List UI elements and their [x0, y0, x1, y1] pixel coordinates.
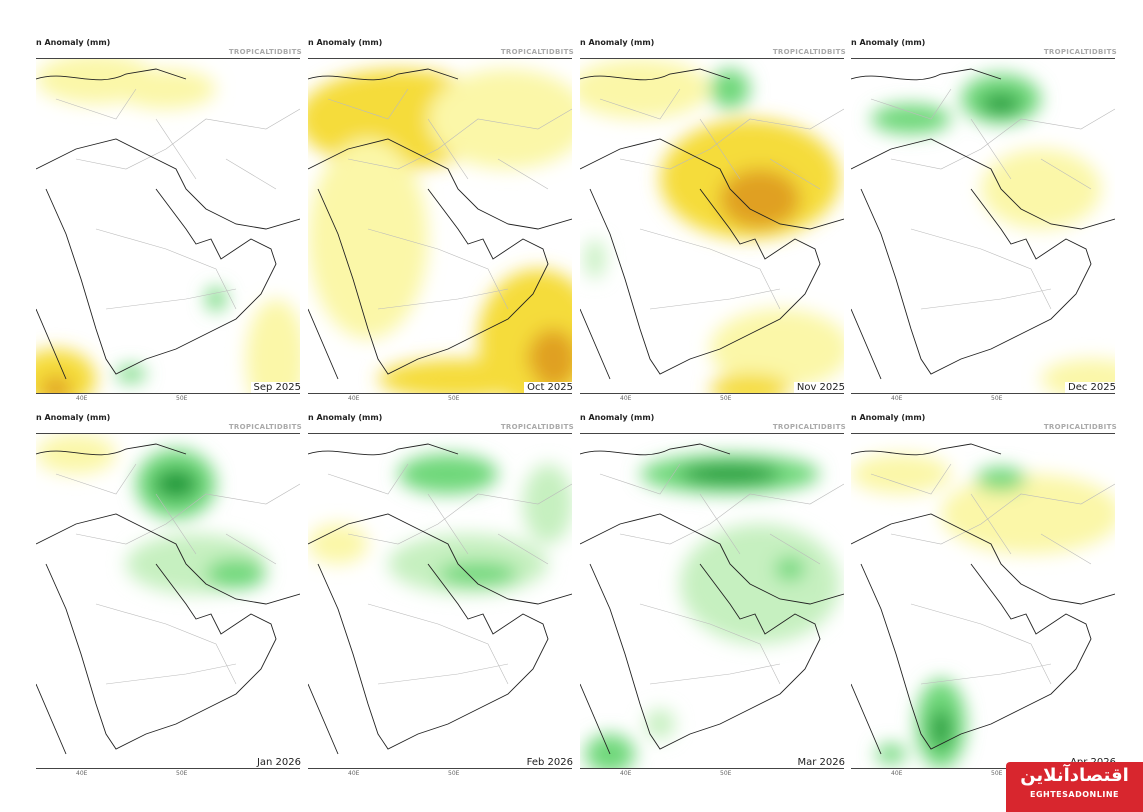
anomaly-area — [981, 94, 1021, 114]
anomaly-area — [876, 744, 906, 764]
logo-text-en: EGHTESADONLINE — [1030, 790, 1119, 799]
anomaly-area — [398, 454, 498, 494]
brand-watermark: TROPICALTIDBITS — [500, 48, 574, 56]
anomaly-area — [438, 562, 518, 586]
anomaly-area — [428, 69, 572, 169]
anomaly-area — [378, 359, 538, 393]
anomaly-area — [36, 434, 116, 474]
anomaly-map-panel: n Anomaly (mm) TROPICALTIDBITS Jan 2026 … — [36, 413, 306, 785]
anomaly-area — [528, 329, 572, 389]
brand-watermark: TROPICALTIDBITS — [772, 48, 846, 56]
precipitation-map — [580, 58, 844, 394]
panel-title: n Anomaly (mm) — [851, 413, 926, 422]
anomaly-area — [941, 474, 1115, 554]
anomaly-map-panel: n Anomaly (mm) TROPICALTIDBITS Mar 2026 … — [580, 413, 850, 785]
anomaly-map-panel: n Anomaly (mm) TROPICALTIDBITS Apr 2026 … — [851, 413, 1121, 785]
panel-title: n Anomaly (mm) — [308, 38, 383, 47]
anomaly-area — [585, 734, 635, 768]
month-label: Mar 2026 — [794, 757, 848, 768]
longitude-tick: 50E — [991, 770, 1003, 777]
anomaly-area — [775, 557, 805, 581]
longitude-tick: 40E — [348, 395, 360, 402]
longitude-tick: 40E — [76, 395, 88, 402]
precipitation-map — [308, 433, 572, 769]
panel-title: n Anomaly (mm) — [851, 38, 926, 47]
panel-title: n Anomaly (mm) — [36, 413, 111, 422]
anomaly-area — [720, 169, 800, 229]
anomaly-area — [580, 59, 710, 119]
panel-title: n Anomaly (mm) — [580, 38, 655, 47]
longitude-tick: 50E — [448, 395, 460, 402]
precipitation-map — [36, 433, 300, 769]
month-label: Jan 2026 — [253, 757, 304, 768]
anomaly-area — [585, 239, 605, 279]
anomaly-area — [308, 524, 368, 564]
anomaly-map-panel: n Anomaly (mm) TROPICALTIDBITS Sep 2025 … — [36, 38, 306, 410]
panel-title: n Anomaly (mm) — [36, 38, 111, 47]
brand-watermark: TROPICALTIDBITS — [1043, 48, 1117, 56]
longitude-tick: 40E — [348, 770, 360, 777]
anomaly-area — [981, 149, 1101, 229]
anomaly-area — [523, 464, 572, 544]
anomaly-area — [680, 464, 780, 484]
precipitation-map — [36, 58, 300, 394]
anomaly-map-panel: n Anomaly (mm) TROPICALTIDBITS Feb 2026 … — [308, 413, 578, 785]
panel-title: n Anomaly (mm) — [308, 413, 383, 422]
longitude-tick: 50E — [991, 395, 1003, 402]
brand-watermark: TROPICALTIDBITS — [500, 423, 574, 431]
brand-watermark: TROPICALTIDBITS — [228, 423, 302, 431]
precipitation-map — [851, 58, 1115, 394]
longitude-tick: 50E — [176, 770, 188, 777]
anomaly-area — [206, 559, 266, 589]
longitude-tick: 40E — [891, 395, 903, 402]
month-label: Feb 2026 — [523, 757, 576, 768]
anomaly-area — [154, 469, 198, 499]
anomaly-area — [116, 366, 146, 382]
anomaly-area — [308, 139, 428, 339]
anomaly-area — [871, 104, 951, 134]
longitude-tick: 50E — [176, 395, 188, 402]
logo-text-fa: اقتصادآنلاین — [1020, 765, 1129, 786]
brand-watermark: TROPICALTIDBITS — [772, 423, 846, 431]
anomaly-area — [41, 377, 71, 393]
longitude-tick: 40E — [891, 770, 903, 777]
precipitation-map — [851, 433, 1115, 769]
eghtesadonline-logo: اقتصادآنلاین EGHTESADONLINE — [1006, 762, 1143, 812]
anomaly-area — [246, 299, 300, 393]
anomaly-area — [116, 69, 216, 109]
anomaly-map-panel: n Anomaly (mm) TROPICALTIDBITS Oct 2025 … — [308, 38, 578, 410]
brand-watermark: TROPICALTIDBITS — [228, 48, 302, 56]
anomaly-area — [710, 69, 750, 109]
month-label: Nov 2025 — [793, 382, 848, 393]
anomaly-area — [931, 709, 951, 749]
panel-title: n Anomaly (mm) — [580, 413, 655, 422]
anomaly-area — [710, 374, 790, 393]
precipitation-map — [580, 433, 844, 769]
anomaly-area — [851, 454, 951, 494]
longitude-tick: 50E — [448, 770, 460, 777]
longitude-tick: 50E — [720, 770, 732, 777]
anomaly-area — [710, 309, 844, 389]
longitude-tick: 40E — [620, 770, 632, 777]
longitude-tick: 50E — [720, 395, 732, 402]
anomaly-area — [206, 287, 226, 311]
anomaly-map-panel: n Anomaly (mm) TROPICALTIDBITS Nov 2025 … — [580, 38, 850, 410]
longitude-tick: 40E — [620, 395, 632, 402]
precipitation-map — [308, 58, 572, 394]
anomaly-area — [645, 709, 675, 739]
anomaly-area — [680, 524, 840, 644]
month-label: Dec 2025 — [1065, 382, 1119, 393]
anomaly-area — [976, 467, 1026, 491]
longitude-tick: 40E — [76, 770, 88, 777]
month-label: Oct 2025 — [524, 382, 576, 393]
month-label: Sep 2025 — [250, 382, 304, 393]
anomaly-map-panel: n Anomaly (mm) TROPICALTIDBITS Dec 2025 … — [851, 38, 1121, 410]
brand-watermark: TROPICALTIDBITS — [1043, 423, 1117, 431]
